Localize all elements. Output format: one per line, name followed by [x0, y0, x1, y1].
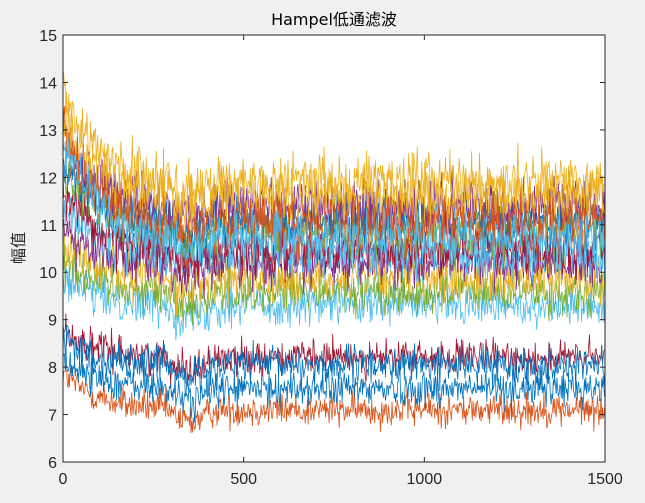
- x-tick-label: 500: [230, 471, 257, 488]
- y-tick-label: 8: [48, 360, 57, 377]
- series-line-2: [63, 345, 605, 423]
- y-tick-label: 10: [39, 265, 57, 282]
- y-tick-label: 15: [39, 28, 57, 45]
- y-tick-label: 7: [48, 408, 57, 425]
- axes-box: [62, 34, 606, 463]
- y-tick-label: 13: [39, 123, 57, 140]
- x-tick-label: 1000: [407, 471, 443, 488]
- series-line-6: [63, 243, 605, 326]
- series-line-8: [63, 208, 605, 300]
- series-line-4: [63, 324, 605, 397]
- series-line-16: [63, 136, 605, 271]
- y-tick-label: 9: [48, 313, 57, 330]
- y-tick-label: 12: [39, 170, 57, 187]
- y-tick-label: 6: [48, 455, 57, 472]
- y-tick-label: 11: [40, 218, 57, 235]
- series-line-12: [63, 147, 605, 262]
- y-axis: 6 7 8 9 10 11 12 13 14 15: [39, 28, 605, 472]
- x-tick-label: 0: [59, 471, 68, 488]
- y-tick-label: 14: [39, 75, 57, 92]
- series-line-15: [63, 106, 605, 274]
- x-axis: 0 500 1000 1500: [59, 35, 623, 488]
- series-line-17: [63, 72, 605, 235]
- y-axis-label: 幅值: [9, 232, 28, 264]
- x-tick-label: 1500: [587, 471, 623, 488]
- series-line-3: [63, 313, 605, 387]
- series-group: [63, 72, 605, 434]
- chart-title: Hampel低通滤波: [271, 10, 397, 29]
